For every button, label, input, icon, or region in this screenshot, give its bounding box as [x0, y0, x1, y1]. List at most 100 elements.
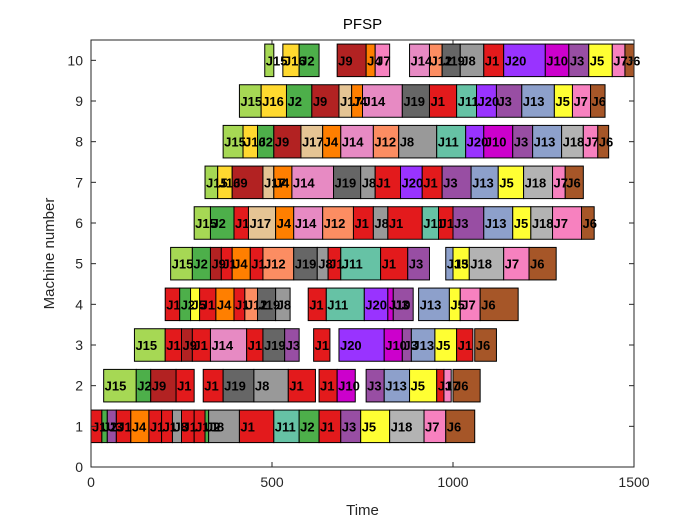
operation-label: J6	[566, 175, 580, 190]
operation-label: J6	[626, 53, 640, 68]
operation-bar	[285, 84, 313, 118]
operation-label: J18	[563, 135, 585, 150]
operation-label: J11	[423, 216, 444, 231]
operation-label: J7	[554, 216, 568, 231]
y-tick-label: 6	[75, 215, 83, 231]
operation-label: J10	[546, 53, 568, 68]
operation-label: J3	[443, 175, 457, 190]
operation-label: J1	[204, 379, 218, 394]
operation-label: J8	[318, 257, 332, 272]
operation-label: J4	[367, 53, 382, 68]
operation-label: J11	[327, 297, 348, 312]
operation-label: J12	[324, 216, 346, 231]
operation-label: J17	[249, 216, 271, 231]
operation-label: J4	[233, 257, 248, 272]
operation-bar	[273, 409, 300, 444]
operation-label: J19	[295, 257, 317, 272]
operation-label: J18	[391, 419, 413, 434]
operation-label: J15	[206, 175, 228, 190]
operation-label: J4	[132, 419, 147, 434]
operation-label: J10	[385, 338, 407, 353]
operation-label: J1	[117, 419, 131, 434]
operation-label: J1	[193, 338, 207, 353]
operation-label: J2	[137, 379, 151, 394]
operation-label: J9	[313, 94, 327, 109]
operation-label: J6	[481, 297, 495, 312]
y-tick-label: 0	[75, 459, 83, 475]
operation-bar	[374, 43, 391, 78]
operation-label: J3	[570, 53, 584, 68]
operation-bar	[503, 43, 546, 78]
operation-label: J5	[362, 419, 376, 434]
operation-label: J1	[195, 419, 209, 434]
operation-bar	[336, 43, 367, 78]
operation-label: J1	[458, 338, 472, 353]
operation-label: J20	[505, 53, 527, 68]
y-tick-label: 1	[75, 418, 83, 434]
operation-label: J5	[436, 338, 450, 353]
operation-label: J1	[309, 297, 323, 312]
operation-bar	[264, 43, 275, 78]
operation-label: J12	[430, 53, 452, 68]
operation-label: J3	[342, 419, 356, 434]
operation-bar	[275, 287, 291, 322]
operation-bar	[260, 84, 287, 118]
operation-label: J2	[193, 257, 207, 272]
y-tick-label: 2	[75, 378, 83, 394]
operation-bar	[209, 328, 248, 362]
operation-label: J8	[277, 297, 291, 312]
operation-label: J6	[530, 257, 544, 272]
operation-label: J1	[166, 338, 180, 353]
operation-label: J18	[470, 257, 492, 272]
operation-label: J15	[266, 53, 288, 68]
operation-label: J6	[454, 379, 468, 394]
operation-label: J1	[320, 419, 334, 434]
operation-label: J6	[583, 216, 597, 231]
operation-label: J1	[382, 257, 396, 272]
operation-label: J2	[206, 419, 220, 434]
operation-label: J2	[211, 216, 225, 231]
y-axis: 0 1 2 3 4 5 6 7 8 9 10	[67, 52, 634, 475]
operation-label: J19	[224, 379, 246, 394]
operation-bar	[564, 165, 584, 200]
operation-bar	[528, 246, 557, 281]
operation-label: J1	[235, 216, 249, 231]
operation-label: J7	[584, 135, 598, 150]
operation-label: J2	[300, 53, 314, 68]
operation-label: J15	[224, 135, 246, 150]
operation-label: J16	[244, 135, 266, 150]
operation-bar	[336, 368, 356, 403]
operation-label: J4	[353, 94, 368, 109]
operation-bar	[362, 84, 403, 118]
operation-label: J8	[210, 419, 224, 434]
operation-label: J15	[195, 216, 217, 231]
operation-label: J15	[105, 379, 127, 394]
operation-label: J6	[592, 94, 606, 109]
operation-label: J15	[172, 257, 194, 272]
chart-title: PFSP	[343, 16, 382, 33]
operation-bar	[452, 368, 481, 403]
operation-label: J16	[284, 53, 306, 68]
operation-label: J1	[423, 175, 437, 190]
operation-label: J1	[440, 216, 454, 231]
y-tick-label: 3	[75, 337, 83, 353]
operation-label: J10	[389, 297, 411, 312]
operation-label: J5	[514, 216, 528, 231]
operation-label: J18	[532, 216, 554, 231]
operation-label: J5	[454, 257, 468, 272]
operation-label: J5	[499, 175, 513, 190]
operation-bar	[409, 368, 438, 403]
operation-label: J13	[447, 257, 469, 272]
operation-label: J9	[338, 53, 352, 68]
operation-label: J4	[217, 297, 232, 312]
operation-label: J17	[340, 94, 362, 109]
operation-bar	[445, 409, 476, 444]
operation-label: J20	[340, 338, 362, 353]
operation-label: J12	[374, 135, 396, 150]
operation-label: J1	[163, 419, 177, 434]
operation-label: J1	[248, 338, 262, 353]
x-tick-label: 500	[260, 474, 284, 490]
operation-label: J4	[277, 216, 292, 231]
operation-label: J14	[342, 135, 364, 150]
